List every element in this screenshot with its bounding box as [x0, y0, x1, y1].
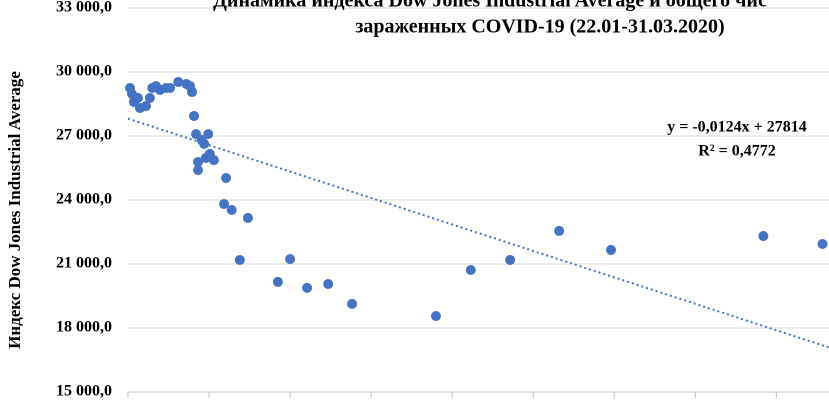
trend-equation: y = -0,0124x + 27814 [667, 119, 807, 136]
y-tick-label: 27 000,0 [56, 127, 112, 144]
y-tick-label: 18 000,0 [56, 319, 112, 336]
point [208, 155, 219, 166]
point [144, 93, 155, 104]
y-tick-label: 30 000,0 [56, 63, 112, 80]
point [165, 83, 176, 93]
point [193, 157, 204, 168]
point [132, 93, 143, 104]
point [173, 77, 184, 88]
point [323, 279, 334, 290]
point [272, 276, 283, 287]
point [219, 199, 230, 210]
y-tick-label: 21 000,0 [56, 255, 112, 272]
point [302, 282, 313, 293]
point [193, 165, 204, 176]
point [347, 298, 358, 309]
y-tick-label: 24 000,0 [56, 191, 112, 208]
point [505, 254, 516, 265]
point [606, 244, 617, 255]
point [199, 138, 210, 149]
chart-title: зараженных COVID-19 (22.01-31.03.2020) [355, 16, 724, 38]
point [285, 254, 296, 265]
point [234, 254, 245, 265]
point [203, 129, 214, 140]
point [140, 101, 151, 112]
y-tick-label: 33 000,0 [56, 0, 112, 16]
point [758, 231, 769, 242]
point [554, 225, 565, 236]
point [465, 264, 476, 275]
chart-title: Динамика индекса Dow Jones Industrial Av… [213, 0, 767, 12]
point [242, 212, 253, 223]
y-axis-label: Индекс Dow Jones Industrial Average [5, 71, 24, 349]
point [226, 205, 237, 216]
point [817, 238, 828, 249]
point [187, 87, 198, 98]
point [430, 311, 441, 322]
point [221, 173, 232, 184]
point [189, 110, 200, 121]
trend-r2: R² = 0,4772 [698, 143, 775, 160]
y-tick-label: 15 000,0 [56, 383, 112, 400]
